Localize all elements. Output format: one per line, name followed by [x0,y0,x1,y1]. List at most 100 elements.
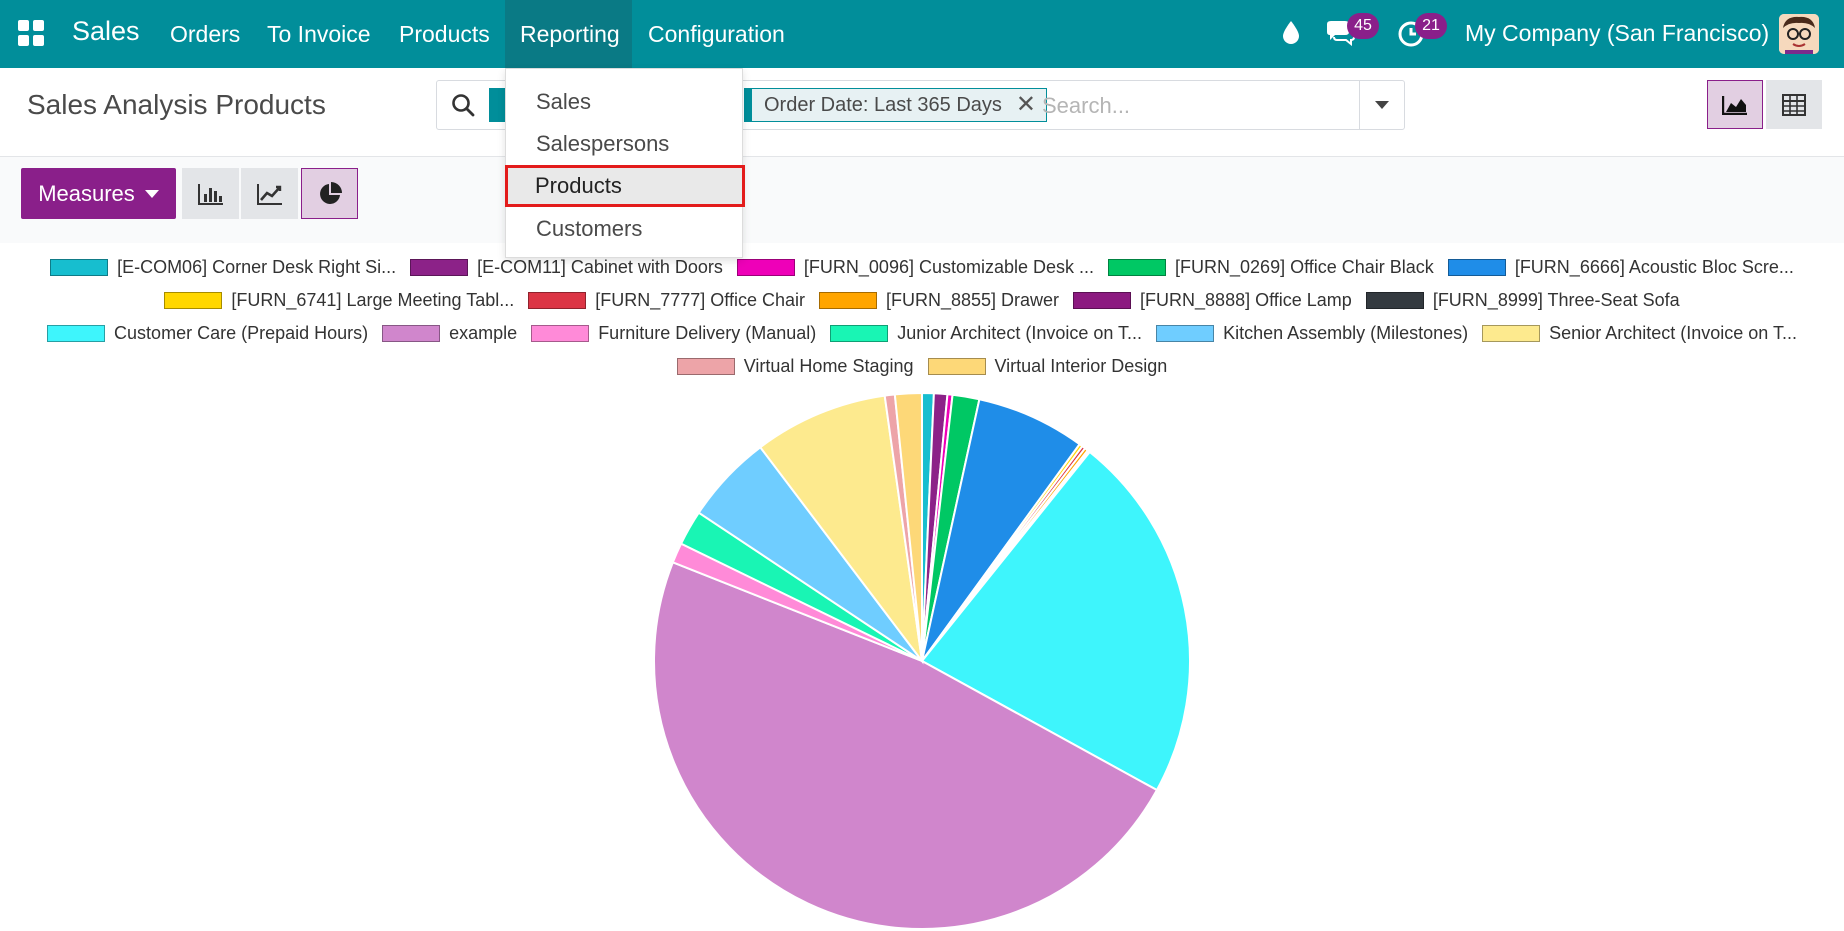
chart-legend: [E-COM06] Corner Desk Right Si... [E-COM1… [0,251,1844,383]
pie-slice[interactable] [921,398,1081,662]
pie-chart-icon [319,181,342,204]
legend-swatch [736,259,795,276]
top-navbar: Sales Orders To Invoice Products Reporti… [0,0,1844,68]
legend-item[interactable]: Customer Care (Prepaid Hours) [47,323,368,344]
user-avatar[interactable] [1779,14,1819,54]
company-switcher[interactable]: My Company (San Francisco) [1465,20,1770,46]
legend-item[interactable]: [FURN_6741] Large Meeting Tabl... [164,290,514,311]
search-icon[interactable] [451,93,475,122]
legend-item[interactable]: [FURN_0269] Office Chair Black [1108,257,1434,278]
line-chart-button[interactable] [241,168,298,219]
legend-label: [E-COM06] Corner Desk Right Si... [117,257,397,277]
legend-label: [FURN_8855] Drawer [885,290,1060,310]
legend-item[interactable]: Senior Architect (Invoice on T... [1482,323,1797,344]
legend-item[interactable]: [FURN_8999] Three-Seat Sofa [1365,290,1680,311]
legend-item[interactable]: Junior Architect (Invoice on T... [830,323,1142,344]
legend-row: [E-COM06] Corner Desk Right Si... [E-COM1… [0,251,1844,284]
legend-label: Senior Architect (Invoice on T... [1549,323,1797,343]
legend-label: [FURN_8888] Office Lamp [1140,290,1352,310]
pivot-view-button[interactable] [1766,80,1822,129]
pie-slice[interactable] [653,561,1159,930]
legend-label: [FURN_0096] Customizable Desk ... [803,257,1095,277]
facet-label: Order Date: Last 365 Days [764,93,1002,116]
pie-chart-button[interactable] [301,168,358,219]
legend-swatch [1365,292,1424,309]
legend-item[interactable]: Kitchen Assembly (Milestones) [1156,323,1468,344]
legend-item[interactable]: Virtual Home Staging [676,356,914,377]
legend-swatch [818,292,877,309]
bar-chart-icon [197,183,223,205]
search-options-toggle[interactable] [1359,81,1404,129]
search-bar[interactable]: Order Date: Last 365 Days ✕ [436,80,1405,130]
legend-swatch [676,358,735,375]
legend-item[interactable]: [E-COM06] Corner Desk Right Si... [50,257,396,278]
legend-row: Customer Care (Prepaid Hours) example Furn… [0,317,1844,350]
legend-swatch [1447,259,1506,276]
legend-swatch [531,325,590,342]
legend-swatch [1156,325,1215,342]
legend-row: Virtual Home Staging Virtual Interior Des… [0,350,1844,383]
legend-swatch [382,325,441,342]
dropdown-item-salespersons[interactable]: Salespersons [536,131,670,156]
pie-slice[interactable] [758,394,924,665]
caret-down-icon [144,189,159,198]
legend-swatch [50,259,109,276]
menu-to-invoice[interactable]: To Invoice [267,21,371,47]
legend-item[interactable]: [FURN_0096] Customizable Desk ... [736,257,1095,278]
measures-label: Measures [38,180,135,206]
messages-icon[interactable]: 45 [1325,13,1379,51]
messages-badge: 45 [1347,13,1379,39]
search-input[interactable] [1040,89,1354,123]
activities-icon[interactable]: 21 [1397,13,1447,53]
legend-item[interactable]: Virtual Interior Design [927,356,1168,377]
legend-swatch [830,325,889,342]
dropdown-item-sales[interactable]: Sales [536,89,592,114]
app-brand[interactable]: Sales [72,16,140,46]
legend-swatch [47,325,106,342]
legend-item[interactable]: example [382,323,517,344]
legend-item[interactable]: [FURN_6666] Acoustic Bloc Scre... [1447,257,1794,278]
pie-slice[interactable] [893,391,923,662]
close-icon[interactable]: ✕ [1015,91,1036,118]
legend-label: [FURN_8999] Three-Seat Sofa [1432,290,1680,310]
line-chart-icon [256,183,282,205]
pie-chart [653,391,1192,930]
legend-swatch [1108,259,1167,276]
pie-slice[interactable] [920,450,1192,792]
menu-products[interactable]: Products [399,21,490,47]
facet-group-marker [744,88,752,122]
legend-label: Virtual Home Staging [743,356,914,376]
legend-item[interactable]: Furniture Delivery (Manual) [531,323,816,344]
legend-label: [FURN_7777] Office Chair [595,290,805,310]
menu-reporting[interactable]: Reporting [505,0,632,68]
graph-toolbar: Measures [0,157,1844,243]
apps-menu-icon[interactable] [18,20,45,47]
menu-orders[interactable]: Orders [170,21,241,47]
graph-view-button[interactable] [1707,80,1763,129]
dropdown-item-customers[interactable]: Customers [536,216,643,241]
menu-configuration[interactable]: Configuration [648,21,785,47]
legend-swatch [1073,292,1132,309]
control-panel: Sales Analysis Products Order Date: Last… [0,68,1844,157]
page-title: Sales Analysis Products [27,89,326,120]
legend-swatch [927,358,986,375]
legend-item[interactable]: [FURN_7777] Office Chair [528,290,805,311]
legend-item[interactable]: [FURN_8855] Drawer [818,290,1060,311]
search-facet-order-date[interactable]: Order Date: Last 365 Days ✕ [752,88,1047,122]
activities-badge: 21 [1415,13,1447,39]
legend-swatch [1482,325,1541,342]
legend-item[interactable]: [E-COM11] Cabinet with Doors [410,257,723,278]
dropdown-item-products[interactable]: Products [505,165,745,207]
legend-swatch [528,292,587,309]
area-chart-icon [1722,95,1747,115]
legend-swatch [410,259,469,276]
legend-item[interactable]: [FURN_8888] Office Lamp [1073,290,1352,311]
filter-facet-icon [489,88,507,122]
legend-label: [FURN_6666] Acoustic Bloc Scre... [1514,257,1794,277]
measures-button[interactable]: Measures [21,168,176,219]
table-icon [1782,93,1806,116]
legend-label: Virtual Interior Design [994,356,1168,376]
bar-chart-button[interactable] [182,168,239,219]
caret-down-icon [1375,101,1389,109]
droplet-icon[interactable] [1281,20,1301,51]
